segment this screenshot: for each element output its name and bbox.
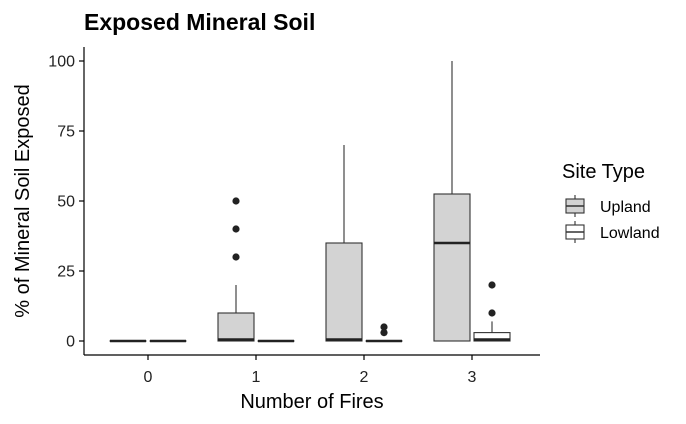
outlier-point	[380, 329, 388, 337]
outlier-point	[232, 253, 240, 261]
legend-key-upland	[565, 195, 585, 217]
legend-title: Site Type	[562, 161, 645, 183]
box-iqr	[217, 312, 255, 342]
y-axis-ticks: 0 25 50 75 100	[48, 54, 84, 351]
legend-label-lowland: Lowland	[600, 225, 660, 242]
x-tick-label: 1	[252, 369, 261, 386]
box-upland-1	[217, 197, 255, 342]
box-iqr	[473, 332, 511, 342]
outlier-point	[488, 281, 496, 289]
box-lowland-3	[473, 281, 511, 342]
outlier-point	[488, 309, 496, 317]
y-tick-label: 50	[57, 194, 75, 211]
legend-key-lowland	[565, 221, 585, 243]
x-tick-label: 3	[468, 369, 477, 386]
box-upland-2	[325, 145, 363, 342]
legend-label-upland: Upland	[600, 199, 651, 216]
box-iqr	[325, 242, 363, 342]
x-tick-label: 0	[144, 369, 153, 386]
box-lowland-2	[365, 323, 403, 343]
outlier-point	[232, 225, 240, 233]
x-axis-ticks: 0 1 2 3	[144, 355, 477, 386]
y-axis-title: % of Mineral Soil Exposed	[12, 84, 34, 317]
x-tick-label: 2	[360, 369, 369, 386]
plot-area	[109, 61, 511, 343]
box-upland-3	[433, 61, 471, 342]
chart-title: Exposed Mineral Soil	[84, 9, 315, 35]
y-tick-label: 25	[57, 264, 75, 281]
outlier-point	[232, 197, 240, 205]
box-iqr	[433, 193, 471, 342]
y-tick-label: 75	[57, 124, 75, 141]
outlier-point	[380, 323, 388, 331]
legend: Site Type Upland Lowland	[562, 161, 660, 243]
x-axis-title: Number of Fires	[240, 391, 383, 413]
y-tick-label: 100	[48, 54, 75, 71]
y-tick-label: 0	[66, 334, 75, 351]
